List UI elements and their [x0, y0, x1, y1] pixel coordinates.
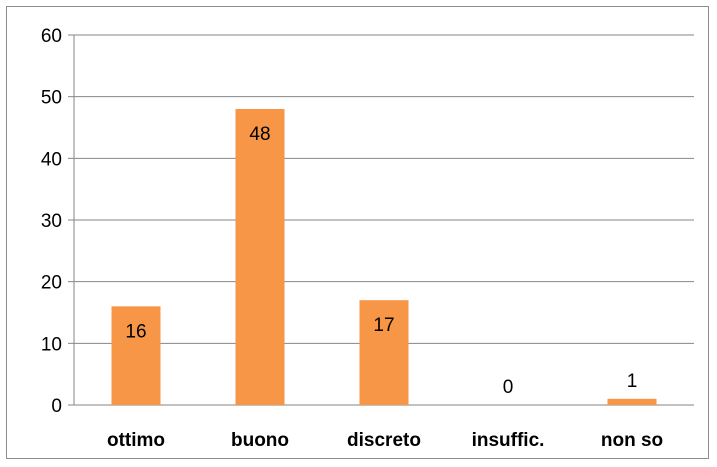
bar-discreto [359, 300, 409, 405]
data-label-insuffic-: 0 [503, 377, 514, 398]
y-tick-label-10: 10 [41, 334, 62, 355]
y-tick-label-50: 50 [41, 88, 62, 109]
data-label-discreto: 17 [373, 315, 394, 336]
bar-buono [235, 109, 285, 405]
data-label-ottimo: 16 [125, 321, 146, 342]
category-label-insuffic-: insuffic. [472, 430, 545, 451]
y-tick-label-40: 40 [41, 149, 62, 170]
category-label-ottimo: ottimo [107, 430, 165, 451]
category-label-buono: buono [231, 430, 289, 451]
y-tick-label-60: 60 [41, 26, 62, 47]
y-tick-label-0: 0 [51, 396, 62, 417]
category-label-discreto: discreto [347, 430, 421, 451]
data-label-non-so: 1 [627, 371, 638, 392]
bar-ottimo [111, 306, 161, 405]
y-tick-label-30: 30 [41, 211, 62, 232]
bar-non-so [607, 398, 657, 405]
category-label-non-so: non so [601, 430, 663, 451]
data-label-buono: 48 [249, 124, 270, 145]
y-tick-label-20: 20 [41, 273, 62, 294]
